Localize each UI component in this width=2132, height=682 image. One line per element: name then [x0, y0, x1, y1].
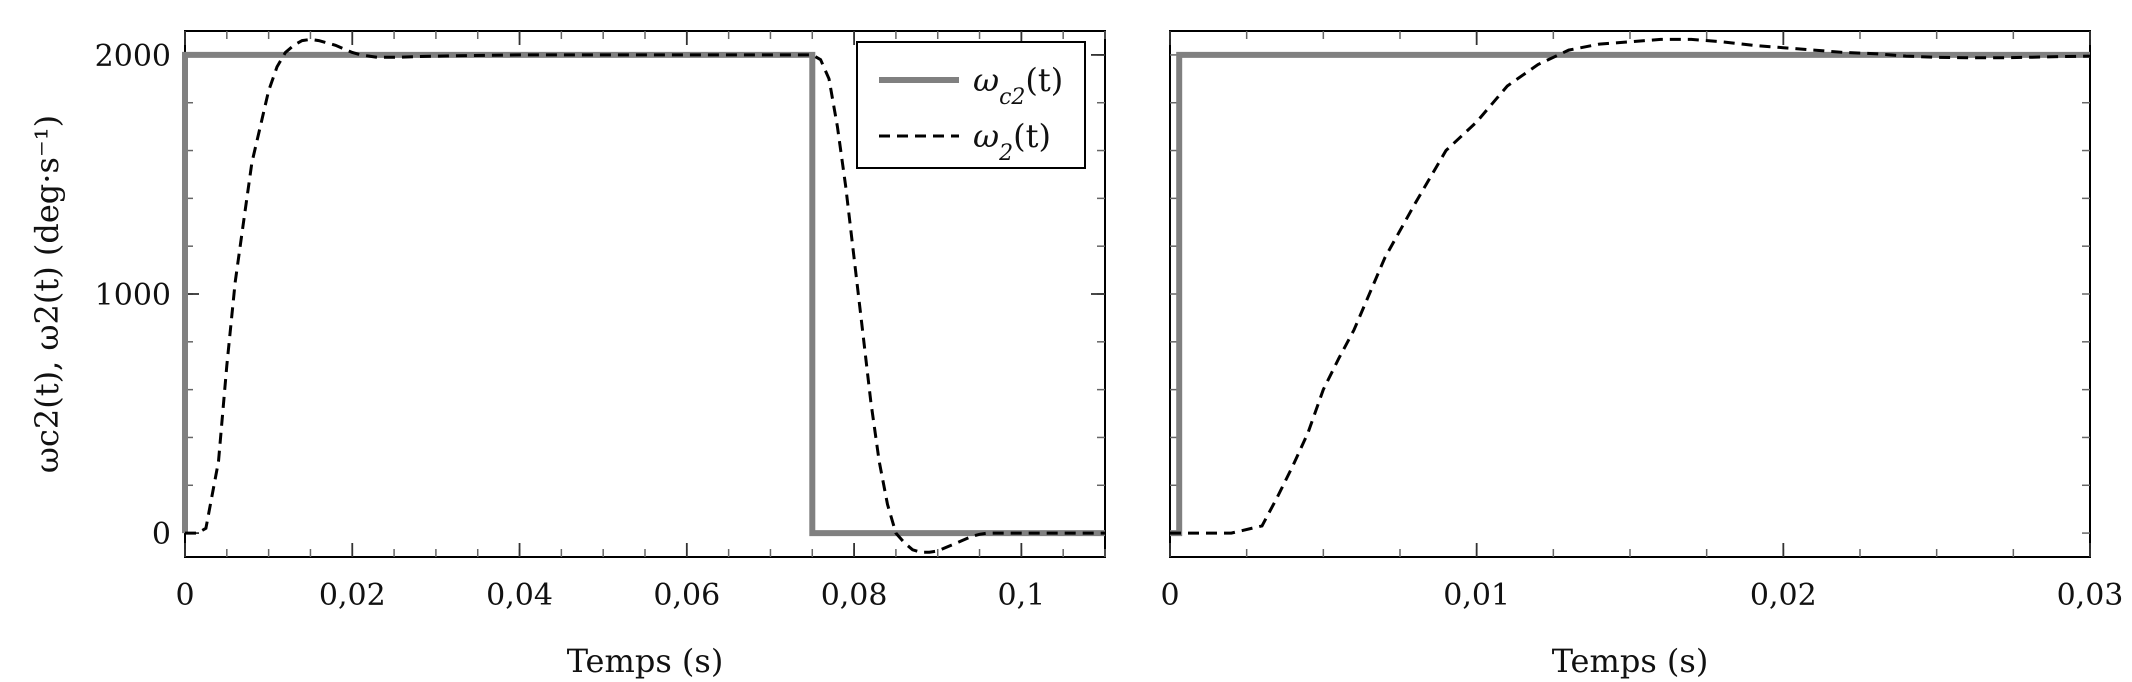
- y-tick-label: 1000: [95, 278, 171, 313]
- x-tick-label: 0,08: [821, 578, 888, 613]
- plot-frame: [1169, 30, 2091, 558]
- y-tick-label: 2000: [95, 39, 171, 74]
- x-axis-title: Temps (s): [567, 642, 724, 680]
- x-tick-label: 0,1: [998, 578, 1046, 613]
- chart-panel-1: 0 0,02 0,04 0,06 0,08 0,1 0 1000 2000 Temps (s) ωc…: [28, 30, 1106, 680]
- chart-panel-2: 0 0,01 0,02 0,03 Temps (s): [1160, 30, 2124, 680]
- legend: ωc2(t) ω2(t): [856, 41, 1086, 169]
- series-line-setpoint: [1170, 51, 2090, 537]
- x-axis-title: Temps (s): [1552, 642, 1709, 680]
- x-tick-label: 0,02: [1750, 578, 1817, 613]
- legend-label: ω2(t): [973, 117, 1051, 166]
- legend-box: [856, 41, 1086, 169]
- x-tick-label: 0: [175, 578, 194, 613]
- x-tick-label: 0: [1160, 578, 1179, 613]
- y-tick-label: 0: [152, 517, 171, 552]
- x-tick-label: 0,06: [653, 578, 720, 613]
- x-tick-label: 0,03: [2057, 578, 2124, 613]
- series-line-setpoint: [182, 51, 1105, 537]
- x-tick-label: 0,04: [486, 578, 553, 613]
- x-tick-label: 0,01: [1443, 578, 1510, 613]
- series-line-response: [1170, 37, 2091, 535]
- y-axis-title: ωc2(t), ω2(t) (deg·s⁻¹): [28, 115, 66, 473]
- x-tick-label: 0,02: [319, 578, 386, 613]
- legend-label: ωc2(t): [973, 61, 1063, 110]
- series-line-response: [185, 37, 1105, 554]
